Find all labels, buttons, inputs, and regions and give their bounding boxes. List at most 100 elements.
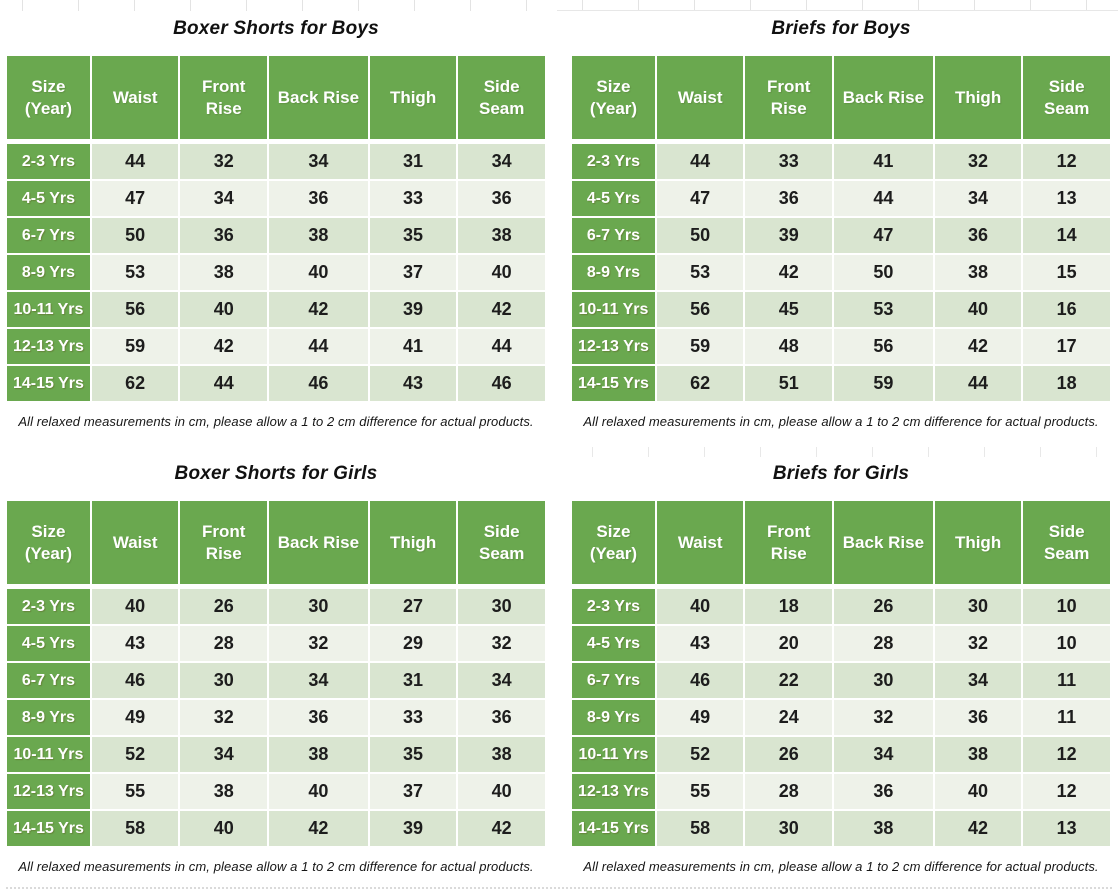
row-label: 12-13 Yrs — [572, 774, 655, 809]
cell-value: 30 — [745, 811, 833, 846]
cell-value: 40 — [458, 774, 545, 809]
panel-boxer-shorts-girls: Boxer Shorts for Girls Size (Year) Waist F… — [0, 445, 556, 890]
cell-value: 11 — [1023, 663, 1110, 698]
cell-value: 28 — [745, 774, 833, 809]
cell-value: 62 — [656, 366, 744, 401]
row-label: 12-13 Yrs — [7, 329, 90, 364]
table-row: 14-15 Yrs 58 30 38 42 13 — [572, 811, 1110, 846]
cell-value: 36 — [745, 181, 833, 216]
cell-value: 48 — [745, 329, 833, 364]
cell-value: 40 — [180, 811, 268, 846]
cell-value: 53 — [91, 255, 179, 290]
cell-value: 44 — [834, 181, 933, 216]
row-label: 4-5 Yrs — [572, 626, 655, 661]
cell-value: 43 — [369, 366, 457, 401]
row-label: 6-7 Yrs — [7, 218, 90, 253]
row-label: 14-15 Yrs — [572, 811, 655, 846]
cell-value: 47 — [656, 181, 744, 216]
cell-value: 46 — [91, 663, 179, 698]
column-header: Front Rise — [745, 501, 833, 587]
column-header: Size (Year) — [7, 501, 90, 587]
row-label: 2-3 Yrs — [7, 144, 90, 179]
column-header: Waist — [91, 501, 179, 587]
table-row: 6-7 Yrs 50 39 47 36 14 — [572, 218, 1110, 253]
panel-boxer-shorts-boys: Boxer Shorts for Boys Size (Year) Waist Fr… — [0, 0, 556, 445]
cell-value: 50 — [91, 218, 179, 253]
cell-value: 51 — [745, 366, 833, 401]
table-row: 8-9 Yrs 53 38 40 37 40 — [7, 255, 545, 290]
cell-value: 36 — [458, 700, 545, 735]
cell-value: 31 — [369, 144, 457, 179]
cell-value: 36 — [934, 218, 1022, 253]
cell-value: 56 — [656, 292, 744, 327]
cell-value: 44 — [269, 329, 368, 364]
cell-value: 34 — [180, 737, 268, 772]
cell-value: 36 — [458, 181, 545, 216]
table-row: 10-11 Yrs 56 40 42 39 42 — [7, 292, 545, 327]
column-header: Side Seam — [1023, 501, 1110, 587]
cell-value: 59 — [834, 366, 933, 401]
row-label: 4-5 Yrs — [7, 626, 90, 661]
cell-value: 56 — [91, 292, 179, 327]
cell-value: 33 — [369, 181, 457, 216]
table-row: 12-13 Yrs 59 48 56 42 17 — [572, 329, 1110, 364]
row-label: 14-15 Yrs — [572, 366, 655, 401]
table-title: Boxer Shorts for Girls — [174, 463, 378, 484]
table-row: 4-5 Yrs 43 20 28 32 10 — [572, 626, 1110, 661]
row-label: 10-11 Yrs — [572, 292, 655, 327]
table-row: 14-15 Yrs 58 40 42 39 42 — [7, 811, 545, 846]
cell-value: 24 — [745, 700, 833, 735]
spreadsheet-gridline-bottom — [6, 887, 1112, 889]
cell-value: 40 — [269, 774, 368, 809]
cell-value: 52 — [91, 737, 179, 772]
cell-value: 15 — [1023, 255, 1110, 290]
row-label: 8-9 Yrs — [7, 700, 90, 735]
cell-value: 33 — [745, 144, 833, 179]
row-label: 14-15 Yrs — [7, 366, 90, 401]
cell-value: 29 — [369, 626, 457, 661]
cell-value: 26 — [745, 737, 833, 772]
column-header: Thigh — [369, 501, 457, 587]
row-label: 8-9 Yrs — [7, 255, 90, 290]
cell-value: 10 — [1023, 589, 1110, 624]
cell-value: 34 — [458, 144, 545, 179]
size-table-briefs-girls: Size (Year) Waist Front Rise Back Rise Thigh… — [570, 499, 1112, 848]
cell-value: 34 — [458, 663, 545, 698]
row-label: 6-7 Yrs — [572, 218, 655, 253]
row-label: 12-13 Yrs — [572, 329, 655, 364]
cell-value: 28 — [834, 626, 933, 661]
cell-value: 26 — [180, 589, 268, 624]
column-header: Back Rise — [269, 501, 368, 587]
row-label: 6-7 Yrs — [572, 663, 655, 698]
cell-value: 16 — [1023, 292, 1110, 327]
row-label: 12-13 Yrs — [7, 774, 90, 809]
cell-value: 18 — [745, 589, 833, 624]
table-row: 14-15 Yrs 62 51 59 44 18 — [572, 366, 1110, 401]
cell-value: 38 — [458, 737, 545, 772]
row-label: 10-11 Yrs — [7, 292, 90, 327]
cell-value: 47 — [834, 218, 933, 253]
table-title: Boxer Shorts for Boys — [173, 18, 379, 39]
cell-value: 40 — [934, 774, 1022, 809]
cell-value: 44 — [180, 366, 268, 401]
cell-value: 45 — [745, 292, 833, 327]
row-label: 10-11 Yrs — [572, 737, 655, 772]
cell-value: 34 — [269, 144, 368, 179]
cell-value: 44 — [458, 329, 545, 364]
column-header: Waist — [91, 56, 179, 142]
table-row: 12-13 Yrs 59 42 44 41 44 — [7, 329, 545, 364]
cell-value: 12 — [1023, 774, 1110, 809]
cell-value: 14 — [1023, 218, 1110, 253]
cell-value: 13 — [1023, 181, 1110, 216]
cell-value: 34 — [934, 181, 1022, 216]
table-row: 6-7 Yrs 46 30 34 31 34 — [7, 663, 545, 698]
cell-value: 46 — [269, 366, 368, 401]
cell-value: 50 — [656, 218, 744, 253]
measurement-note: All relaxed measurements in cm, please a… — [583, 414, 1099, 429]
column-header: Size (Year) — [7, 56, 90, 142]
table-row: 8-9 Yrs 53 42 50 38 15 — [572, 255, 1110, 290]
row-label: 8-9 Yrs — [572, 255, 655, 290]
row-label: 2-3 Yrs — [572, 144, 655, 179]
table-row: 12-13 Yrs 55 28 36 40 12 — [572, 774, 1110, 809]
